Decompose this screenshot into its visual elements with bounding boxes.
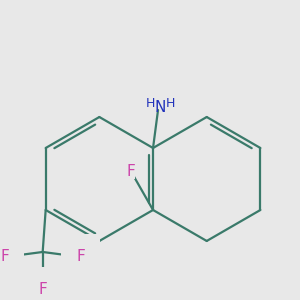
Text: F: F: [0, 250, 9, 265]
Text: F: F: [38, 283, 47, 298]
Text: N: N: [154, 100, 166, 115]
Text: H: H: [145, 97, 155, 110]
Text: F: F: [127, 164, 135, 179]
Text: H: H: [165, 97, 175, 110]
Text: F: F: [76, 250, 85, 265]
